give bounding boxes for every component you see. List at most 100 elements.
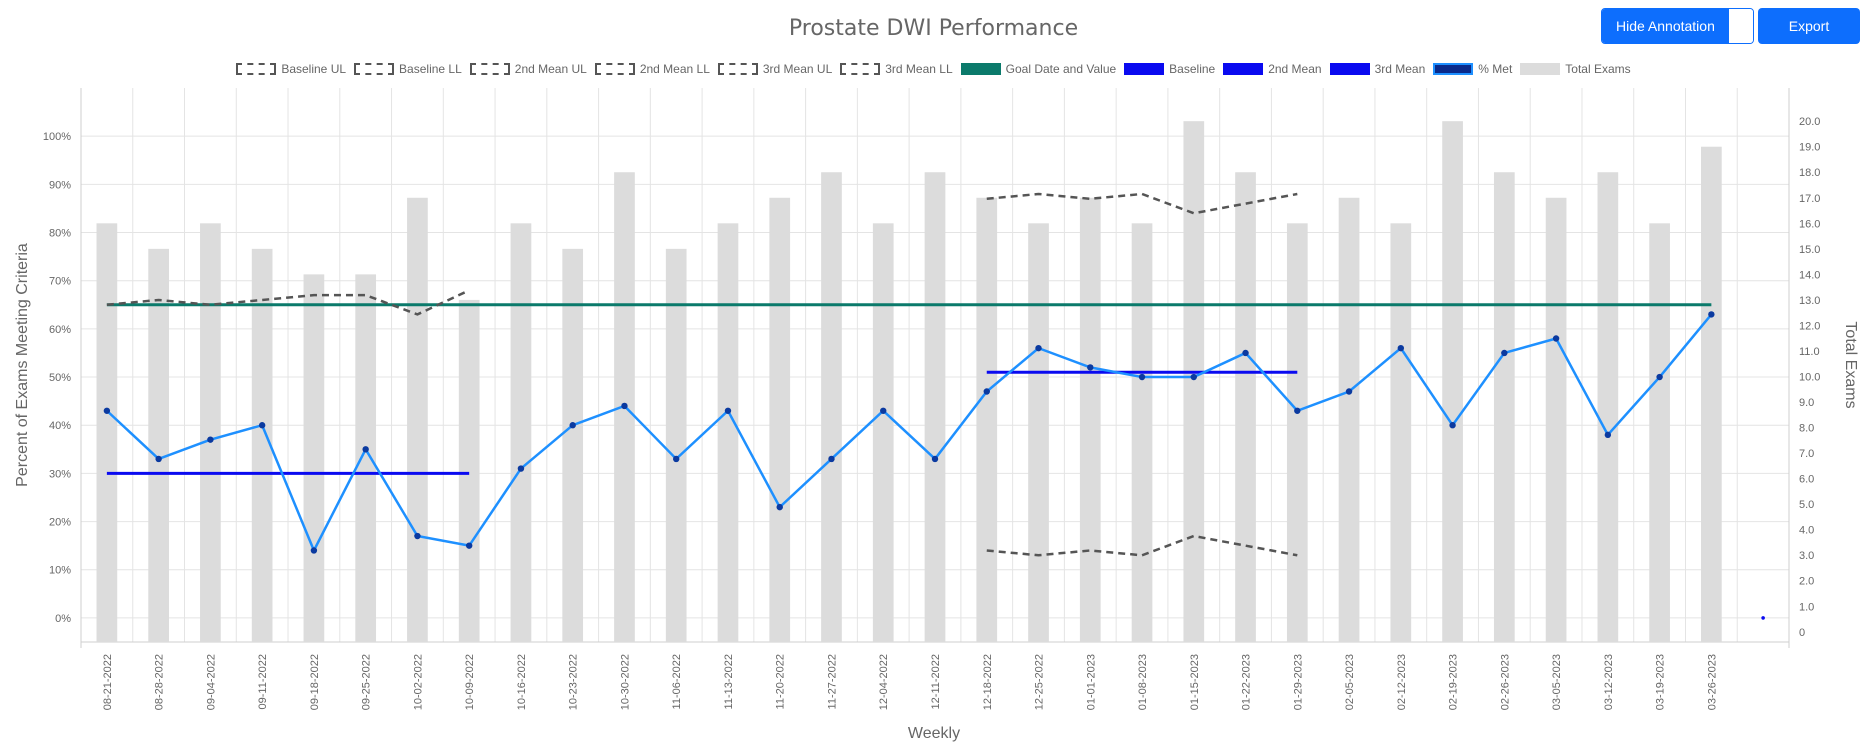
legend-swatch xyxy=(840,63,881,75)
x-tick-label: 11-06-2022 xyxy=(671,654,683,709)
legend-item-2nd-mean[interactable]: 2nd Mean xyxy=(1223,62,1322,76)
total-exams-bar xyxy=(924,172,946,642)
x-tick-label: 03-26-2023 xyxy=(1706,654,1718,710)
y2-tick-label: 17.0 xyxy=(1799,193,1820,205)
legend-item-baseline[interactable]: Baseline xyxy=(1124,62,1215,76)
legend-swatch xyxy=(1223,63,1264,75)
y2-tick-label: 3.0 xyxy=(1799,550,1814,562)
total-exams-bar xyxy=(1390,223,1412,642)
legend-item-3rd-mean-ul[interactable]: 3rd Mean UL xyxy=(717,62,832,76)
pct-met-point xyxy=(1656,373,1663,381)
y-tick-label: 0% xyxy=(55,613,71,625)
total-exams-bar xyxy=(1649,223,1670,642)
legend-label: 3rd Mean xyxy=(1374,62,1426,76)
2nd-mean-ll-line xyxy=(986,534,1298,557)
pct-met-point xyxy=(828,455,835,463)
pct-met-point xyxy=(414,532,421,540)
total-exams-bar xyxy=(1183,121,1205,642)
pct-met-point xyxy=(1449,422,1456,429)
y-tick-label: 60% xyxy=(49,324,71,336)
legend-item-2nd-mean-ul[interactable]: 2nd Mean UL xyxy=(469,62,587,76)
x-tick-label: 03-12-2023 xyxy=(1603,654,1615,710)
legend-label: Goal Date and Value xyxy=(1005,62,1117,76)
pct-met-point xyxy=(1294,407,1301,414)
gridlines xyxy=(80,88,1790,642)
y2-tick-label: 13.0 xyxy=(1799,295,1820,307)
pct-met-point xyxy=(207,436,214,443)
pct-met-point xyxy=(569,422,576,429)
y-tick-label: 30% xyxy=(49,468,71,480)
pct-met-line xyxy=(106,313,1713,554)
legend-item-total-exams[interactable]: Total Exams xyxy=(1520,62,1631,76)
pct-met-point xyxy=(1242,349,1249,357)
pct-met-point xyxy=(931,455,939,463)
legend-item-3rd-mean-ll[interactable]: 3rd Mean LL xyxy=(840,62,953,76)
annotation-toggle[interactable] xyxy=(1728,9,1753,43)
total-exams-bar xyxy=(96,223,118,642)
legend-swatch xyxy=(469,63,510,75)
legend-swatch xyxy=(960,63,1001,75)
total-exams-bar xyxy=(1442,121,1463,642)
total-exams-bar xyxy=(1701,146,1722,643)
chart-title: Prostate DWI Performance xyxy=(788,16,1079,41)
legend-swatch xyxy=(1433,63,1474,75)
legend-swatch xyxy=(1520,63,1561,75)
pct-met-point xyxy=(1708,311,1715,318)
legend-item-baseline-ll[interactable]: Baseline LL xyxy=(354,62,462,76)
y2-tick-label: 15.0 xyxy=(1799,244,1820,256)
x-tick-label: 02-05-2023 xyxy=(1344,654,1356,710)
legend-label: 2nd Mean UL xyxy=(514,62,587,76)
y2-tick-label: 10.0 xyxy=(1799,371,1820,383)
y-tick-label: 40% xyxy=(49,420,71,432)
total-exams-bar xyxy=(1131,223,1153,642)
stray-point xyxy=(1761,616,1765,620)
pct-met-point xyxy=(776,503,783,511)
legend-item-3rd-mean[interactable]: 3rd Mean xyxy=(1329,62,1426,76)
x-tick-label: 01-15-2023 xyxy=(1189,654,1201,710)
pct-met-point xyxy=(1190,373,1197,381)
pct-met-point xyxy=(310,547,318,554)
x-tick-label: 01-22-2023 xyxy=(1241,654,1253,710)
legend-swatch xyxy=(717,63,758,75)
legend-item--met[interactable]: % Met xyxy=(1433,62,1512,76)
x-tick-label: 10-23-2022 xyxy=(568,654,580,710)
x-tick-label: 01-08-2023 xyxy=(1137,654,1149,710)
legend-item-goal-date-and-value[interactable]: Goal Date and Value xyxy=(960,62,1117,76)
x-tick-label: 09-11-2022 xyxy=(257,654,269,709)
y-axis-title: Percent of Exams Meeting Criteria xyxy=(14,243,31,487)
legend: Baseline UL Baseline LL 2nd Mean UL 2nd Mea… xyxy=(0,62,1867,76)
x-tick-label: 02-19-2023 xyxy=(1448,654,1460,710)
y2-tick-label: 19.0 xyxy=(1799,142,1820,154)
legend-label: Total Exams xyxy=(1565,62,1631,76)
legend-swatch xyxy=(1124,63,1165,75)
x-tick-label: 12-11-2022 xyxy=(930,654,942,709)
x-tick-label: 02-12-2023 xyxy=(1396,654,1408,710)
legend-label: 3rd Mean LL xyxy=(885,62,953,76)
pct-met-point xyxy=(1345,388,1353,395)
x-tick-label: 01-29-2023 xyxy=(1292,654,1304,710)
hide-annotation-button[interactable]: Hide Annotation xyxy=(1602,9,1729,43)
y2-tick-label: 16.0 xyxy=(1799,218,1820,230)
x-tick-label: 09-04-2022 xyxy=(205,654,217,710)
total-exams-bar xyxy=(303,274,325,642)
legend-item-2nd-mean-ll[interactable]: 2nd Mean LL xyxy=(594,62,710,76)
pct-met-point xyxy=(1604,431,1612,439)
total-exams-bar xyxy=(665,248,687,642)
x-tick-label: 12-18-2022 xyxy=(982,654,994,710)
total-exams-bar xyxy=(1338,197,1360,642)
pct-met-point xyxy=(724,407,732,414)
total-exams-bar xyxy=(200,223,221,642)
y2-tick-label: 6.0 xyxy=(1799,474,1814,486)
x-tick-label: 08-28-2022 xyxy=(154,654,166,710)
x-tick-label: 11-20-2022 xyxy=(775,654,787,709)
pct-met-point xyxy=(1501,349,1508,357)
pct-met-point xyxy=(103,407,111,414)
legend-item-baseline-ul[interactable]: Baseline UL xyxy=(236,62,346,76)
pct-met-point xyxy=(258,422,266,429)
y2-tick-label: 11.0 xyxy=(1799,346,1820,358)
annotation-toggle-group: Hide Annotation xyxy=(1601,8,1754,44)
legend-label: 2nd Mean LL xyxy=(639,62,710,76)
export-button[interactable]: Export xyxy=(1758,8,1860,44)
x-tick-label: 10-02-2022 xyxy=(412,654,424,710)
total-exams-bar xyxy=(872,223,894,642)
